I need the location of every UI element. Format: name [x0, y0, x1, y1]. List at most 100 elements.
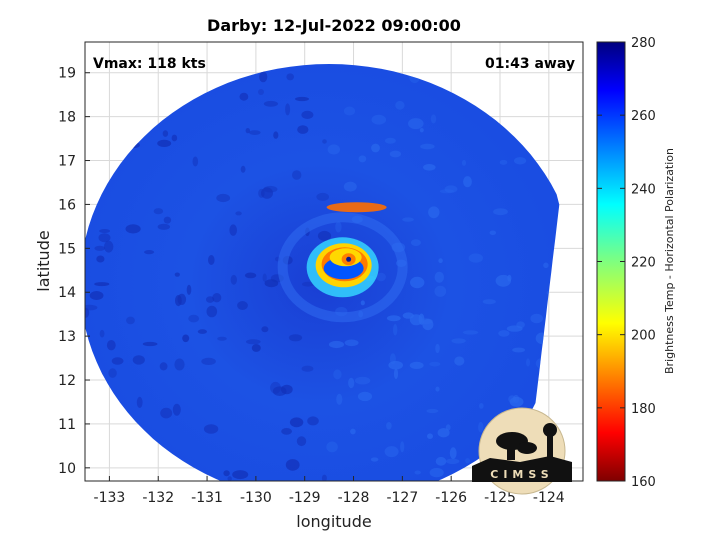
- swath-speckle: [295, 96, 309, 102]
- swath-speckle: [371, 143, 380, 153]
- swath-speckle: [272, 386, 287, 397]
- colorbar-tick-label: 220: [631, 256, 656, 271]
- swath-speckle: [512, 394, 520, 404]
- swath-speckle: [326, 441, 338, 453]
- cimss-logo-text: CIMSS: [490, 468, 553, 481]
- swath-speckle: [99, 329, 105, 338]
- swath-speckle: [273, 131, 279, 139]
- swath-speckle: [85, 307, 90, 318]
- swath-speckle: [434, 271, 444, 283]
- y-tick-label: 11: [58, 417, 76, 433]
- colorbar-label: Brightness Temp - Horizontal Polarizatio…: [663, 148, 676, 374]
- swath-speckle: [237, 301, 248, 310]
- swath-speckle: [465, 458, 470, 464]
- swath-speckle: [163, 216, 172, 224]
- swath-speckle: [258, 188, 265, 198]
- swath-speckle: [371, 114, 387, 125]
- swath-speckle: [104, 240, 114, 253]
- swath-speckle: [281, 428, 292, 435]
- swath-speckle: [479, 403, 484, 409]
- swath-speckle: [506, 325, 523, 332]
- outer-band: [277, 212, 408, 323]
- swath-speckle: [289, 417, 304, 428]
- swath-speckle: [230, 274, 237, 285]
- swath-speckle: [174, 272, 180, 277]
- swath-speckle: [327, 144, 340, 155]
- swath-speckle: [98, 233, 111, 243]
- swath-speckle: [449, 447, 457, 459]
- swath-speckle: [186, 284, 192, 295]
- swath-speckle: [333, 369, 342, 380]
- swath-speckle: [286, 73, 295, 81]
- swath-speckle: [400, 441, 405, 453]
- y-axis-label: latitude: [34, 230, 53, 291]
- swath-speckle: [495, 274, 511, 287]
- swath-speckle: [249, 130, 261, 136]
- colorbar-tick-label: 280: [631, 36, 656, 51]
- y-tick-label: 17: [58, 154, 76, 170]
- swath-speckle: [261, 187, 273, 199]
- swath-speckle: [174, 358, 185, 371]
- swath-speckle: [419, 128, 424, 133]
- swath-speckle: [336, 393, 343, 405]
- y-tick-label: 13: [58, 329, 76, 345]
- swath-speckle: [203, 424, 219, 434]
- swath-speckle: [429, 467, 444, 478]
- colorbar-tick-label: 260: [631, 109, 656, 124]
- swath-speckle: [499, 159, 508, 165]
- swath-speckle: [384, 137, 396, 144]
- swath-speckle: [263, 100, 278, 107]
- swath-speckle: [206, 296, 215, 303]
- swath-speckle: [430, 114, 437, 124]
- swath-speckle: [445, 458, 460, 465]
- swath-speckle: [418, 313, 425, 325]
- swath-speckle: [478, 421, 484, 433]
- y-tick-label: 14: [58, 285, 76, 301]
- colorbar-ticks: 160 180 200 220 240 260 280: [597, 36, 656, 490]
- swath-speckle: [357, 391, 373, 402]
- x-axis-label: longitude: [296, 512, 371, 531]
- x-tick-label: -125: [484, 490, 516, 506]
- swath-speckle: [482, 299, 496, 305]
- swath-speckle: [343, 181, 357, 192]
- swath-speckle: [437, 428, 450, 438]
- swath-speckle: [386, 315, 401, 322]
- colorbar-tick-label: 200: [631, 329, 656, 344]
- x-axis-ticks: -133 -132 -131 -130 -129 -128 -127 -126 -125 -124: [94, 476, 565, 506]
- swath-speckle: [410, 239, 421, 247]
- swath-speckle: [239, 92, 249, 101]
- swath-speckle: [322, 139, 327, 144]
- swath-speckle: [85, 304, 98, 311]
- chart-title: Darby: 12-Jul-2022 09:00:00: [207, 16, 461, 35]
- vmax-annotation: Vmax: 118 kts: [93, 56, 206, 72]
- swath-speckle: [244, 272, 257, 279]
- swath-speckle: [435, 343, 440, 354]
- swath-speckle: [350, 428, 356, 435]
- swath-speckle: [288, 334, 303, 342]
- swath-speckle: [206, 305, 218, 318]
- swath-speckle: [292, 170, 302, 180]
- swath-speckle: [317, 230, 332, 241]
- swath-speckle: [348, 377, 355, 389]
- swath-speckle: [259, 71, 268, 83]
- swath-speckle: [251, 344, 261, 352]
- swath-speckle: [409, 361, 424, 369]
- swath-speckle: [316, 192, 330, 201]
- swath-speckle: [393, 368, 399, 380]
- swath-speckle: [393, 324, 398, 336]
- swath-speckle: [426, 408, 439, 414]
- colorbar-tick-label: 160: [631, 475, 656, 490]
- swath-speckle: [144, 250, 155, 255]
- swath-speckle: [414, 470, 421, 475]
- swath-speckle: [157, 223, 170, 230]
- cimss-logo: CIMSS: [472, 407, 572, 495]
- swath-speckle: [489, 230, 497, 236]
- swath-speckle: [454, 356, 465, 366]
- swath-speckle: [197, 329, 207, 334]
- swath-speckle: [142, 341, 158, 347]
- swath-speckle: [344, 339, 359, 347]
- swath-speckle: [543, 262, 549, 269]
- y-tick-label: 18: [58, 110, 76, 126]
- swath-speckle: [438, 258, 443, 264]
- swath-speckle: [96, 255, 105, 263]
